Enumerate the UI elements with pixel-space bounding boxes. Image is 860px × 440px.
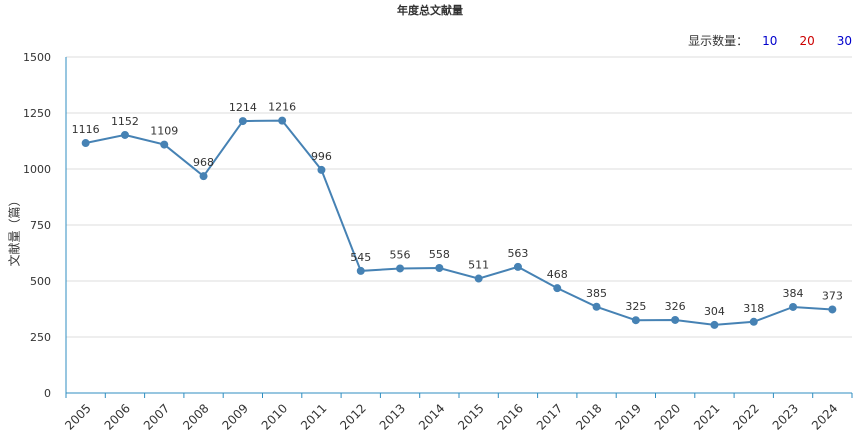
data-label: 996 xyxy=(311,150,332,163)
data-label: 304 xyxy=(704,305,725,318)
data-label: 326 xyxy=(665,300,686,313)
x-tick-label: 2022 xyxy=(730,401,761,432)
y-tick-label: 1000 xyxy=(23,163,51,176)
data-point[interactable] xyxy=(317,165,326,174)
x-tick-label: 2015 xyxy=(455,401,486,432)
data-label: 1216 xyxy=(268,101,296,114)
display-count-option-30[interactable]: 30 xyxy=(836,33,852,48)
display-count-option-20[interactable]: 20 xyxy=(799,33,815,48)
data-label: 563 xyxy=(507,247,528,260)
x-tick-label: 2007 xyxy=(141,401,172,432)
y-tick-label: 750 xyxy=(30,219,51,232)
data-point[interactable] xyxy=(278,116,287,125)
x-tick-label: 2023 xyxy=(770,401,801,432)
data-label: 556 xyxy=(390,248,411,261)
display-count-option-10[interactable]: 10 xyxy=(762,33,778,48)
x-tick-label: 2006 xyxy=(102,401,133,432)
x-tick-label: 2018 xyxy=(573,401,604,432)
data-point[interactable] xyxy=(631,316,640,325)
gridlines xyxy=(66,56,852,338)
data-point[interactable] xyxy=(513,262,522,271)
data-labels: 1116 1152 1109 968 1214 1216 996 545 556 558 511 56… xyxy=(72,101,843,318)
data-point[interactable] xyxy=(749,317,758,326)
data-point[interactable] xyxy=(356,266,365,275)
x-tick-label: 2019 xyxy=(612,401,643,432)
data-label: 1109 xyxy=(150,125,178,138)
data-point[interactable] xyxy=(238,117,247,126)
data-point[interactable] xyxy=(592,302,601,311)
data-label: 1152 xyxy=(111,115,139,128)
data-label: 1214 xyxy=(229,101,257,114)
x-tick-label: 2021 xyxy=(691,401,722,432)
series-line xyxy=(85,119,833,326)
data-point[interactable] xyxy=(199,172,208,181)
x-tick-label: 2009 xyxy=(219,401,250,432)
axes xyxy=(65,57,852,394)
x-tick-label: 2012 xyxy=(337,401,368,432)
x-tick-label: 2016 xyxy=(495,401,526,432)
x-tick-label: 2011 xyxy=(298,401,329,432)
data-label: 384 xyxy=(783,287,804,300)
y-tick-label: 0 xyxy=(44,387,51,400)
x-tick-label: 2017 xyxy=(534,401,565,432)
display-count-selector: 显示数量： 10 20 30 xyxy=(688,32,852,49)
x-tick-label: 2008 xyxy=(180,401,211,432)
x-tick-label: 2013 xyxy=(377,401,408,432)
y-tick-label: 250 xyxy=(30,331,51,344)
data-point[interactable] xyxy=(671,315,680,324)
data-point[interactable] xyxy=(710,320,719,329)
y-tick-label: 1500 xyxy=(23,51,51,64)
y-axis-ticks: 0 250 500 750 1000 1250 1500 xyxy=(23,51,51,400)
series-polyline xyxy=(85,119,833,326)
x-tick-label: 2005 xyxy=(62,401,93,432)
x-tick-label: 2014 xyxy=(416,401,447,432)
data-label: 968 xyxy=(193,156,214,169)
data-label: 325 xyxy=(625,300,646,313)
data-label: 545 xyxy=(350,251,371,264)
x-axis-ticks: 2005 2006 2007 2008 2009 2010 2011 2012 2013 2014… xyxy=(62,393,853,433)
data-point[interactable] xyxy=(828,305,837,314)
data-label: 468 xyxy=(547,268,568,281)
data-points xyxy=(81,116,837,329)
data-label: 373 xyxy=(822,289,843,302)
x-tick-label: 2010 xyxy=(259,401,290,432)
display-count-label: 显示数量： xyxy=(688,34,749,48)
chart-title: 年度总文献量 xyxy=(397,4,463,17)
data-point[interactable] xyxy=(435,264,444,273)
data-label: 385 xyxy=(586,287,607,300)
data-point[interactable] xyxy=(474,274,483,283)
x-tick-label: 2024 xyxy=(809,401,840,432)
data-point[interactable] xyxy=(81,139,90,148)
data-point[interactable] xyxy=(553,284,562,293)
data-point[interactable] xyxy=(120,130,129,139)
data-label: 558 xyxy=(429,248,450,261)
data-label: 1116 xyxy=(72,123,100,136)
y-tick-label: 1250 xyxy=(23,107,51,120)
data-label: 318 xyxy=(743,302,764,315)
x-tick-label: 2020 xyxy=(652,401,683,432)
data-label: 511 xyxy=(468,259,489,272)
data-point[interactable] xyxy=(396,264,405,273)
y-tick-label: 500 xyxy=(30,275,51,288)
data-point[interactable] xyxy=(789,302,798,311)
data-point[interactable] xyxy=(160,140,169,149)
